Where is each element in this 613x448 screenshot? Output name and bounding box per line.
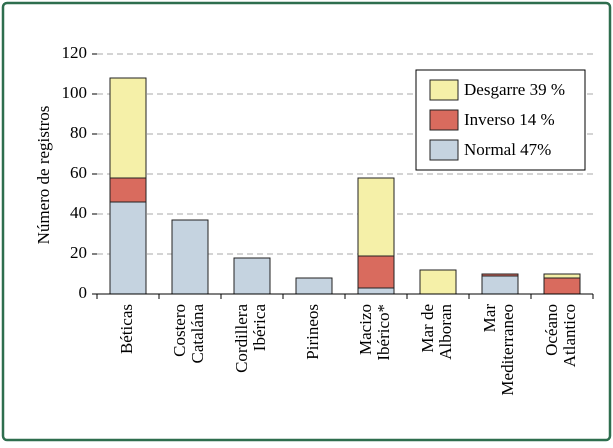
- x-tick-label: Atlantico: [560, 304, 579, 367]
- y-tick-label: 80: [70, 123, 87, 142]
- y-tick-label: 20: [70, 243, 87, 262]
- bar-segment: [357, 287, 395, 295]
- bar-segment: [233, 257, 271, 295]
- x-tick-label: Costero: [170, 304, 189, 357]
- bar-segment: [109, 177, 147, 203]
- x-tick-label: Mar: [480, 304, 499, 333]
- x-tick-label: Ibérico*: [374, 304, 393, 361]
- bar-segment: [481, 273, 519, 277]
- bar-segment: [171, 219, 209, 295]
- x-tick-label: Alboran: [436, 304, 455, 360]
- x-tick-label: Mediterraneo: [498, 304, 517, 396]
- bar-segment: [357, 255, 395, 289]
- bar-segment: [419, 269, 457, 295]
- x-tick-label: Pirineos: [303, 304, 322, 360]
- bar-segment: [295, 277, 333, 295]
- bar-segment: [543, 273, 581, 279]
- y-tick-label: 100: [62, 83, 88, 102]
- legend-label: Normal 47%: [464, 140, 551, 159]
- bar-segment: [109, 77, 147, 179]
- x-tick-label: Macizo: [356, 304, 375, 355]
- x-tick-label: Béticas: [117, 304, 136, 354]
- y-axis-label: Número de registros: [34, 106, 53, 245]
- legend-label: Desgarre 39 %: [464, 80, 565, 99]
- legend-swatch: [429, 79, 459, 101]
- x-tick-label: Catalána: [188, 304, 207, 364]
- y-tick-label: 0: [79, 283, 88, 302]
- bar-segment: [481, 275, 519, 295]
- legend-swatch: [429, 109, 459, 131]
- x-tick-label: Ibérica: [250, 304, 269, 352]
- bar-segment: [357, 177, 395, 257]
- x-tick-label: Cordillera: [232, 304, 251, 373]
- x-tick-label: Mar de: [418, 304, 437, 353]
- y-tick-label: 60: [70, 163, 87, 182]
- legend-swatch: [429, 139, 459, 161]
- y-tick-label: 40: [70, 203, 87, 222]
- x-tick-label: Océano: [542, 304, 561, 356]
- legend-label: Inverso 14 %: [464, 110, 555, 129]
- bar-segment: [543, 277, 581, 295]
- bar-segment: [109, 201, 147, 295]
- y-tick-label: 120: [62, 43, 88, 62]
